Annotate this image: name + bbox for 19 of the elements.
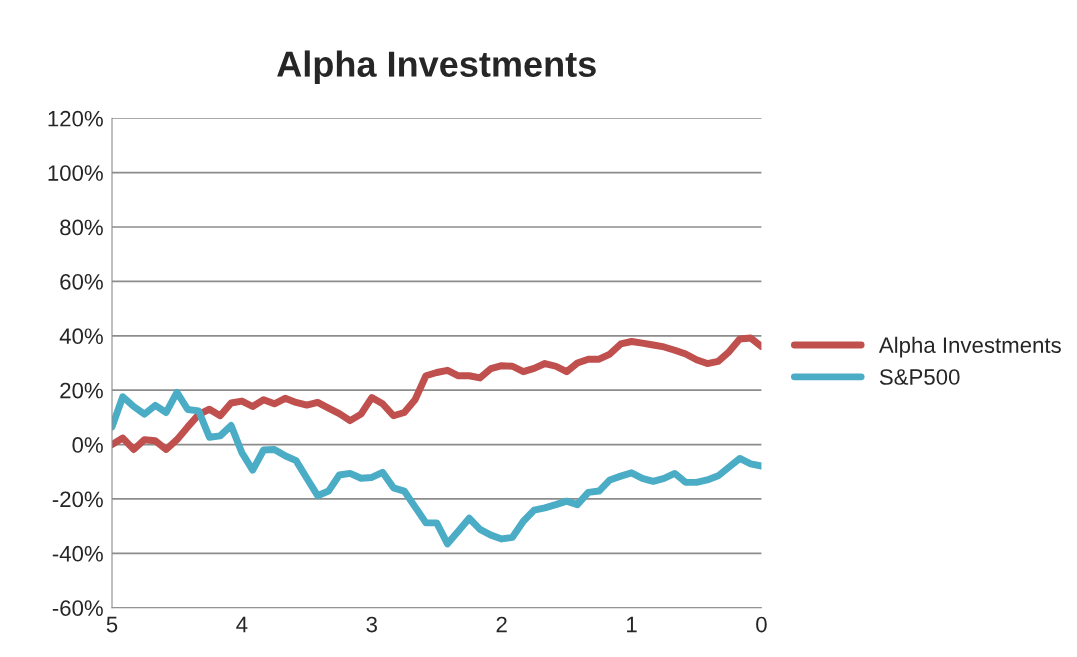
x-tick-label: 2	[496, 616, 507, 633]
x-tick-label: 4	[236, 616, 248, 633]
y-tick-label: -60%	[52, 600, 103, 616]
x-tick-label: 1	[627, 616, 637, 633]
legend-label: S&P500	[879, 369, 960, 385]
chart-title: Alpha Investments	[277, 50, 596, 85]
x-tick-label: 0	[756, 616, 767, 633]
y-tick-label: -20%	[52, 491, 103, 508]
y-tick-label: 100%	[48, 165, 103, 181]
y-tick-label: 0%	[72, 437, 103, 453]
y-tick-label: 80%	[60, 219, 103, 236]
y-tick-label: 40%	[59, 328, 103, 345]
y-tick-label: 60%	[60, 273, 103, 290]
y-tick-label: 120%	[48, 110, 103, 127]
legend-label: Alpha Investments	[878, 336, 1061, 358]
x-tick-label: 3	[366, 616, 377, 633]
y-tick-label: 20%	[60, 382, 103, 399]
y-tick-label: -40%	[52, 545, 103, 562]
x-tick-label: 5	[106, 616, 118, 633]
